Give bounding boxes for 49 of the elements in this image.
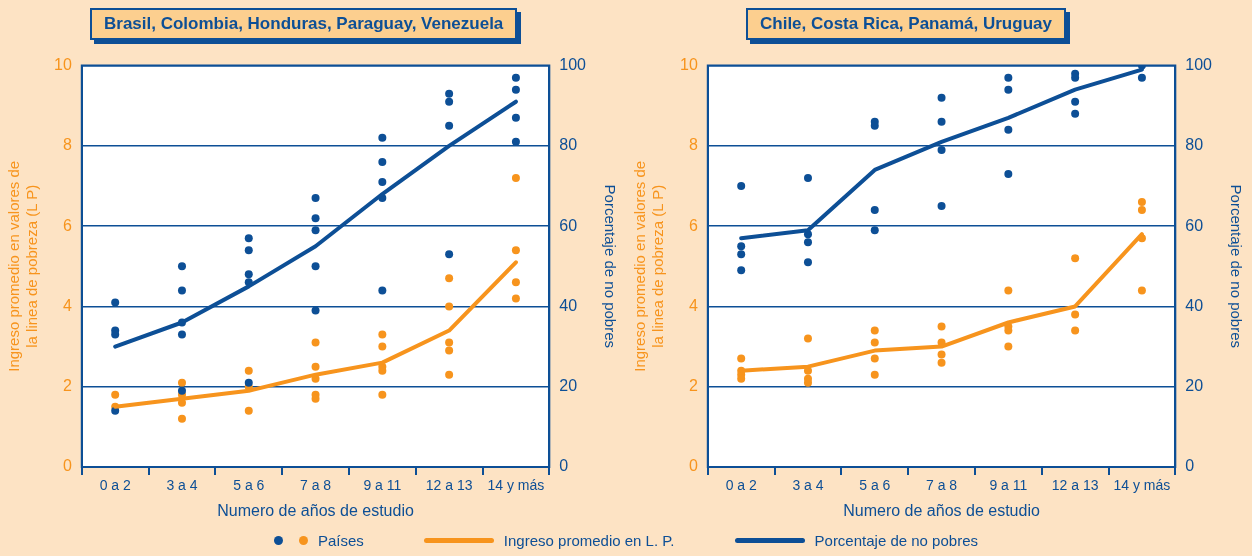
x-tick-label: 3 a 4: [166, 477, 198, 494]
x-tick-label: 14 y más: [1113, 477, 1171, 494]
y-axis-title: Ingreso promedio en valores de la linea de pobreza (L P): [631, 160, 667, 372]
legend-label: Países: [318, 532, 364, 549]
y-tick-label: 6: [62, 216, 72, 234]
y2-axis-title: Porcentaje de no pobres: [1227, 184, 1245, 349]
legend-label: Porcentaje de no pobres: [814, 532, 978, 549]
x-tick-label: 7 a 8: [925, 477, 958, 494]
y2-tick-label: 100: [1185, 56, 1213, 74]
y-tick-label: 10: [54, 56, 72, 74]
y-tick-label: 8: [688, 136, 698, 154]
y-tick-label: 0: [688, 457, 698, 475]
y2-tick-label: 60: [559, 216, 578, 234]
y-tick-label: 4: [688, 296, 698, 314]
x-tick-label: 14 y más: [487, 477, 545, 494]
y-axis-title: Ingreso promedio en valores de la linea de pobreza (L P): [5, 160, 41, 372]
x-tick-label: 0 a 2: [99, 477, 131, 494]
x-tick-label: 9 a 11: [989, 477, 1028, 494]
x-axis-title: Numero de años de estudio: [217, 501, 414, 519]
y2-tick-label: 0: [1185, 457, 1195, 475]
chart-title: Brasil, Colombia, Honduras, Paraguay, Venezuela: [90, 8, 518, 40]
y2-tick-label: 0: [559, 457, 569, 475]
y-tick-label: 2: [688, 377, 698, 395]
x-tick-label: 7 a 8: [299, 477, 332, 494]
y2-axis-title: Porcentaje de no pobres: [601, 184, 619, 349]
y2-tick-label: 40: [559, 296, 578, 314]
x-tick-label: 9 a 11: [363, 477, 402, 494]
y2-tick-label: 80: [559, 136, 578, 154]
x-tick-label: 12 a 13: [425, 477, 473, 494]
x-tick-label: 5 a 6: [859, 477, 891, 494]
y2-tick-label: 100: [559, 56, 587, 74]
y-tick-label: 6: [688, 216, 698, 234]
y2-tick-label: 40: [1185, 296, 1204, 314]
x-tick-label: 5 a 6: [233, 477, 265, 494]
x-tick-label: 0 a 2: [725, 477, 757, 494]
y-tick-label: 10: [680, 56, 698, 74]
legend-label: Ingreso promedio en L. P.: [503, 532, 675, 549]
chart-title: Chile, Costa Rica, Panamá, Uruguay: [746, 8, 1066, 40]
y2-tick-label: 60: [1185, 216, 1204, 234]
x-tick-label: 3 a 4: [792, 477, 824, 494]
y2-tick-label: 80: [1185, 136, 1204, 154]
x-axis-title: Numero de años de estudio: [843, 501, 1040, 519]
y-tick-label: 8: [62, 136, 72, 154]
y-tick-label: 2: [62, 377, 72, 395]
y2-tick-label: 20: [1185, 377, 1204, 395]
y-tick-label: 4: [62, 296, 72, 314]
x-tick-label: 12 a 13: [1051, 477, 1099, 494]
y2-tick-label: 20: [559, 377, 578, 395]
y-tick-label: 0: [62, 457, 72, 475]
